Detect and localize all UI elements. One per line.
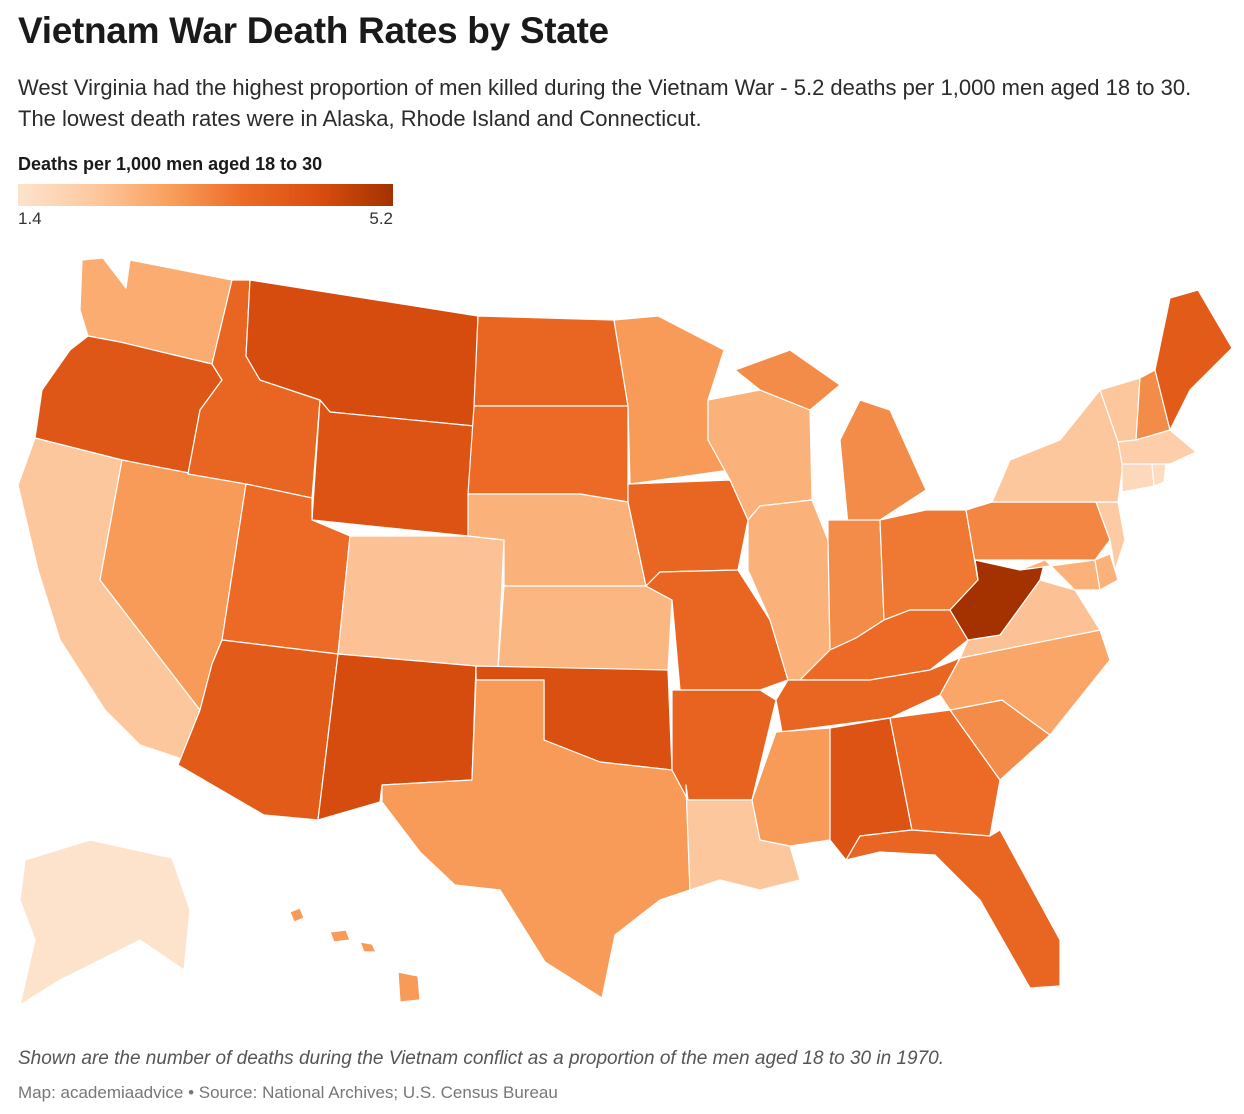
state-TX[interactable]: Texas: 3 xyxy=(381,679,691,999)
legend-max-label: 5.2 xyxy=(369,209,393,228)
state-CO[interactable]: Colorado: 2.3 xyxy=(337,535,505,669)
state-FL[interactable]: Florida: 3.8 xyxy=(845,829,1061,989)
state-SD[interactable]: South Dakota: 3.7 xyxy=(467,405,629,503)
state-KS[interactable]: Kansas: 2.5 xyxy=(497,585,673,671)
footnote: Shown are the number of deaths during th… xyxy=(18,1048,944,1069)
state-ME[interactable]: Maine: 4.1 xyxy=(1154,289,1233,431)
state-ND[interactable]: North Dakota: 3.8 xyxy=(473,315,629,407)
legend-title: Deaths per 1,000 men aged 18 to 30 xyxy=(18,154,323,174)
state-MD[interactable]: Maryland: 2.6 xyxy=(1019,559,1101,591)
state-DE[interactable]: Delaware: 2.6 xyxy=(1094,553,1119,591)
us-choropleth-map: Washington: 2.7 Oregon: 4.2 California: … xyxy=(17,257,1233,1006)
map-title: Vietnam War Death Rates by State xyxy=(18,10,609,51)
source-credit: Map: academiaadvice • Source: National A… xyxy=(18,1083,558,1102)
legend-min-label: 1.4 xyxy=(18,209,42,228)
state-HI[interactable]: Hawaii: 3 xyxy=(289,907,421,1003)
state-RI[interactable]: Rhode Island: 1.6 xyxy=(1151,463,1167,487)
color-legend: Deaths per 1,000 men aged 18 to 30 1.4 5… xyxy=(18,154,393,228)
map-subtitle: West Virginia had the highest proportion… xyxy=(18,75,1192,131)
state-WY[interactable]: Wyoming: 4.3 xyxy=(311,399,475,537)
legend-gradient-bar xyxy=(18,184,393,206)
state-ID[interactable]: Idaho: 3.8 xyxy=(187,279,321,499)
state-AK[interactable]: Alaska: 1.4 xyxy=(19,839,191,1006)
state-CT[interactable]: Connecticut: 1.7 xyxy=(1121,463,1155,493)
